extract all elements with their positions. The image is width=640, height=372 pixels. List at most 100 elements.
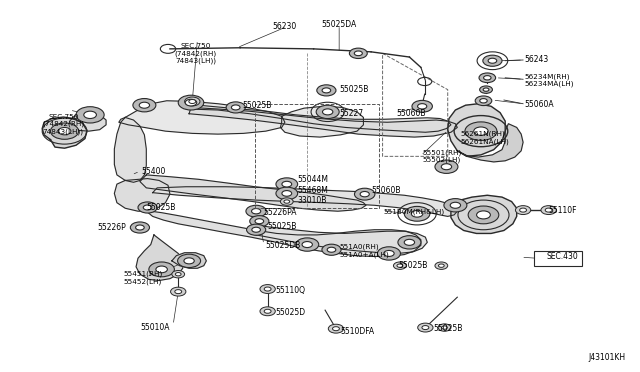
Circle shape: [483, 55, 502, 66]
Text: SEC.750
(74842(RH)
74843(LH)): SEC.750 (74842(RH) 74843(LH)): [175, 43, 216, 64]
Circle shape: [264, 287, 271, 291]
Circle shape: [355, 188, 375, 200]
Circle shape: [438, 324, 451, 331]
Text: 55110Q: 55110Q: [275, 286, 305, 295]
Circle shape: [138, 202, 157, 213]
Circle shape: [412, 211, 423, 217]
Circle shape: [475, 96, 492, 106]
Text: 55060B: 55060B: [397, 109, 426, 118]
Bar: [255, 105, 380, 208]
Circle shape: [276, 187, 298, 200]
Circle shape: [140, 102, 150, 108]
Circle shape: [260, 307, 275, 316]
Circle shape: [246, 205, 266, 217]
Text: 5510DFA: 5510DFA: [340, 327, 374, 336]
Text: SEC.430: SEC.430: [547, 252, 579, 261]
Circle shape: [255, 219, 264, 224]
Circle shape: [328, 324, 344, 333]
Circle shape: [360, 192, 369, 197]
Circle shape: [172, 270, 184, 278]
Polygon shape: [153, 187, 458, 217]
Circle shape: [545, 208, 552, 212]
Polygon shape: [115, 118, 147, 182]
Circle shape: [250, 216, 269, 227]
Text: 56230: 56230: [273, 22, 297, 31]
Circle shape: [484, 76, 491, 80]
Circle shape: [252, 227, 260, 232]
Circle shape: [246, 224, 266, 235]
Text: 33010B: 33010B: [298, 196, 327, 205]
Text: 55060A: 55060A: [524, 100, 554, 109]
Polygon shape: [70, 114, 106, 131]
Circle shape: [441, 164, 452, 170]
Circle shape: [355, 51, 362, 56]
Circle shape: [76, 107, 104, 123]
Circle shape: [479, 73, 495, 83]
Circle shape: [412, 100, 433, 112]
Circle shape: [541, 206, 556, 215]
Polygon shape: [136, 235, 182, 280]
Circle shape: [435, 160, 458, 173]
Polygon shape: [255, 225, 428, 253]
Circle shape: [185, 99, 196, 106]
Circle shape: [232, 105, 240, 110]
Circle shape: [323, 109, 333, 115]
Circle shape: [442, 326, 447, 329]
Circle shape: [282, 190, 292, 196]
Circle shape: [276, 178, 298, 190]
Text: 55025B: 55025B: [339, 85, 369, 94]
Text: 55025B: 55025B: [147, 203, 175, 212]
Circle shape: [322, 244, 341, 255]
Text: 55025B: 55025B: [268, 222, 297, 231]
Circle shape: [322, 88, 331, 93]
Text: 55025B: 55025B: [242, 101, 271, 110]
Text: 55025B: 55025B: [398, 261, 428, 270]
Circle shape: [317, 85, 336, 96]
Text: 55025DA: 55025DA: [321, 20, 356, 29]
Text: 55010A: 55010A: [140, 323, 170, 332]
Text: 55060B: 55060B: [371, 186, 401, 195]
Circle shape: [260, 285, 275, 294]
Circle shape: [422, 326, 429, 330]
Circle shape: [171, 287, 186, 296]
Polygon shape: [186, 105, 451, 132]
Circle shape: [184, 258, 195, 264]
Circle shape: [177, 254, 200, 267]
Circle shape: [131, 222, 150, 233]
Circle shape: [349, 48, 367, 58]
Circle shape: [302, 241, 312, 247]
Polygon shape: [172, 253, 206, 268]
Circle shape: [264, 309, 271, 313]
Polygon shape: [451, 195, 516, 234]
Text: 55501(RH)
55502(LH): 55501(RH) 55502(LH): [422, 149, 461, 163]
Polygon shape: [140, 175, 366, 211]
Circle shape: [483, 88, 489, 91]
Text: 55025B: 55025B: [434, 324, 463, 333]
Polygon shape: [280, 106, 364, 137]
Circle shape: [316, 105, 339, 119]
Circle shape: [479, 86, 492, 93]
Circle shape: [404, 239, 415, 246]
Text: 56243: 56243: [524, 55, 548, 64]
Text: 55226PA: 55226PA: [264, 208, 298, 217]
Circle shape: [384, 250, 394, 256]
Polygon shape: [189, 108, 458, 137]
Circle shape: [175, 273, 181, 276]
Circle shape: [515, 206, 531, 215]
Polygon shape: [448, 104, 505, 156]
Polygon shape: [42, 117, 87, 148]
Text: 55226P: 55226P: [98, 223, 127, 232]
Text: 55227: 55227: [339, 109, 364, 118]
Text: SEC.750
(74842(RH)
74843(LH)): SEC.750 (74842(RH) 74843(LH)): [42, 114, 84, 135]
Text: 55451(RH)
55452(LH): 55451(RH) 55452(LH): [124, 271, 163, 285]
Circle shape: [378, 247, 401, 260]
Text: 55468M: 55468M: [298, 186, 328, 195]
Circle shape: [51, 123, 79, 139]
Circle shape: [327, 247, 336, 252]
Circle shape: [465, 122, 497, 140]
Circle shape: [175, 290, 182, 294]
Text: 551B0M(RH&LH): 551B0M(RH&LH): [384, 209, 445, 215]
Circle shape: [397, 264, 403, 267]
Text: 55025D: 55025D: [275, 308, 305, 317]
Circle shape: [488, 58, 497, 63]
